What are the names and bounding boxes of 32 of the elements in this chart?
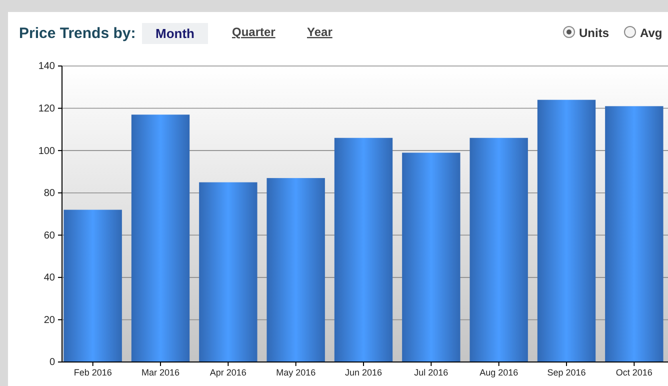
- x-tick-label: Feb 2016: [74, 367, 112, 378]
- bar: [131, 114, 190, 362]
- bar: [334, 138, 393, 362]
- y-tick-label: 60: [44, 230, 56, 242]
- y-tick-label: 0: [49, 357, 56, 368]
- y-tick-label: 20: [44, 314, 56, 326]
- text: Units: [579, 26, 610, 40]
- text: Year: [307, 25, 333, 39]
- bar: [605, 106, 664, 362]
- bar: [266, 178, 325, 362]
- bar: [64, 210, 122, 362]
- x-tick-label: Jun 2016: [344, 367, 382, 378]
- text: Avg: [640, 26, 662, 40]
- x-tick-label: Jul 2016: [414, 367, 448, 378]
- bar: [470, 138, 528, 362]
- chart-title: Price Trends by:: [19, 25, 136, 42]
- bar: [537, 100, 596, 362]
- y-tick-label: 120: [38, 103, 56, 114]
- y-tick-label: 100: [38, 146, 56, 157]
- y-tick-label: 80: [44, 188, 56, 200]
- text: Quarter: [232, 25, 276, 39]
- y-tick-label: 140: [38, 61, 56, 72]
- bar: [199, 182, 258, 362]
- x-tick-label: Mar 2016: [141, 367, 180, 378]
- x-tick-label: Sep 2016: [547, 367, 586, 378]
- text: Month: [156, 26, 195, 41]
- y-tick-label: 40: [44, 272, 56, 284]
- x-tick-label: Oct 2016: [616, 367, 652, 378]
- x-tick-label: Apr 2016: [210, 367, 246, 378]
- x-tick-label: May 2016: [276, 367, 316, 378]
- x-tick-label: Aug 2016: [480, 367, 518, 378]
- bar: [402, 152, 460, 362]
